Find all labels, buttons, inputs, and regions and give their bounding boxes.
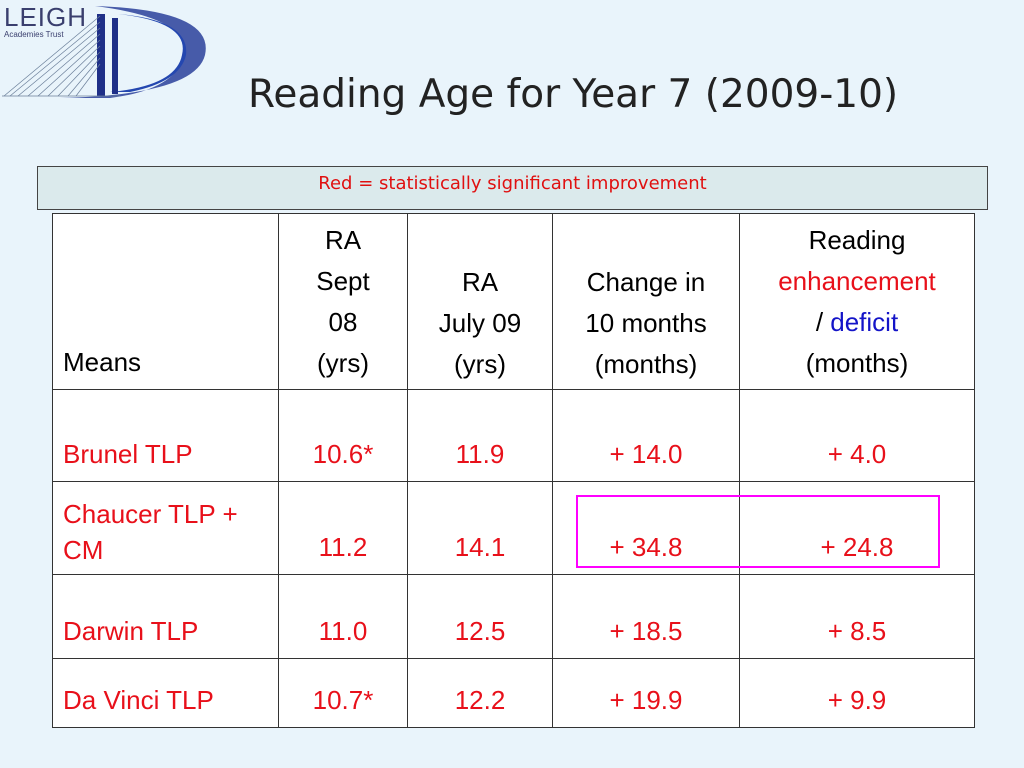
header-text: Sept xyxy=(316,265,370,296)
header-text: (months) xyxy=(805,347,909,378)
row-ra-sept: 11.0 xyxy=(278,574,408,659)
row-enhancement: + 8.5 xyxy=(739,574,975,659)
row-change: + 14.0 xyxy=(552,389,740,482)
header-text: (yrs) xyxy=(317,347,369,378)
header-text: 10 months xyxy=(585,308,707,338)
row-enhancement: + 4.0 xyxy=(739,389,975,482)
table-row: Brunel TLP 10.6* 11.9 + 14.0 + 4.0 xyxy=(52,389,975,482)
header-enhancement-word: enhancement xyxy=(778,265,936,296)
row-ra-july: 11.9 xyxy=(407,389,553,482)
table-row: Chaucer TLP + CM 11.2 14.1 + 34.8 + 24.8 xyxy=(52,481,975,575)
legend-note: Red = statistically significant improvem… xyxy=(318,173,707,194)
leigh-academies-logo: LEIGH Academies Trust xyxy=(0,0,215,100)
logo-subtitle: Academies Trust xyxy=(4,30,64,39)
row-ra-july: 14.1 xyxy=(407,481,553,575)
row-change: + 18.5 xyxy=(552,574,740,659)
table-row: Da Vinci TLP 10.7* 12.2 + 19.9 + 9.9 xyxy=(52,658,975,728)
reading-age-table: Means RA Sept 08 (yrs) RA July 09 (yrs) … xyxy=(52,213,975,728)
row-ra-sept: 10.7* xyxy=(278,658,408,728)
logo-graphic xyxy=(2,6,206,98)
header-change: Change in 10 months (months) xyxy=(552,213,740,390)
header-text: RA xyxy=(324,224,362,255)
row-ra-sept: 10.6* xyxy=(278,389,408,482)
row-enhancement: + 9.9 xyxy=(739,658,975,728)
header-ra-july: RA July 09 (yrs) xyxy=(407,213,553,390)
header-text: July 09 xyxy=(438,308,522,338)
row-change: + 19.9 xyxy=(552,658,740,728)
row-enhancement: + 24.8 xyxy=(739,481,975,575)
header-text: (months) xyxy=(594,349,698,379)
header-text: Change in xyxy=(586,267,706,297)
legend-note-box: Red = statistically significant improvem… xyxy=(37,166,988,210)
header-deficit-word: deficit xyxy=(830,306,899,337)
header-text: Reading xyxy=(808,224,906,255)
row-name: Chaucer TLP + CM xyxy=(52,481,279,575)
row-ra-sept: 11.2 xyxy=(278,481,408,575)
row-change: + 34.8 xyxy=(552,481,740,575)
row-ra-july: 12.5 xyxy=(407,574,553,659)
header-text: 08 xyxy=(328,306,358,337)
header-ra-sept: RA Sept 08 (yrs) xyxy=(278,213,408,390)
row-ra-july: 12.2 xyxy=(407,658,553,728)
slide-title: Reading Age for Year 7 (2009-10) xyxy=(248,72,899,117)
logo-name: LEIGH xyxy=(4,2,88,32)
row-name: Darwin TLP xyxy=(52,574,279,659)
table-row: Darwin TLP 11.0 12.5 + 18.5 + 8.5 xyxy=(52,574,975,659)
row-name: Da Vinci TLP xyxy=(52,658,279,728)
header-slash: / xyxy=(815,306,831,337)
row-name: Brunel TLP xyxy=(52,389,279,482)
header-text: (yrs) xyxy=(454,349,506,379)
header-means: Means xyxy=(52,213,279,390)
header-text: RA xyxy=(461,267,499,297)
header-enhancement: Reading enhancement / deficit (months) xyxy=(739,213,975,390)
table-header-row: Means RA Sept 08 (yrs) RA July 09 (yrs) … xyxy=(52,213,975,390)
